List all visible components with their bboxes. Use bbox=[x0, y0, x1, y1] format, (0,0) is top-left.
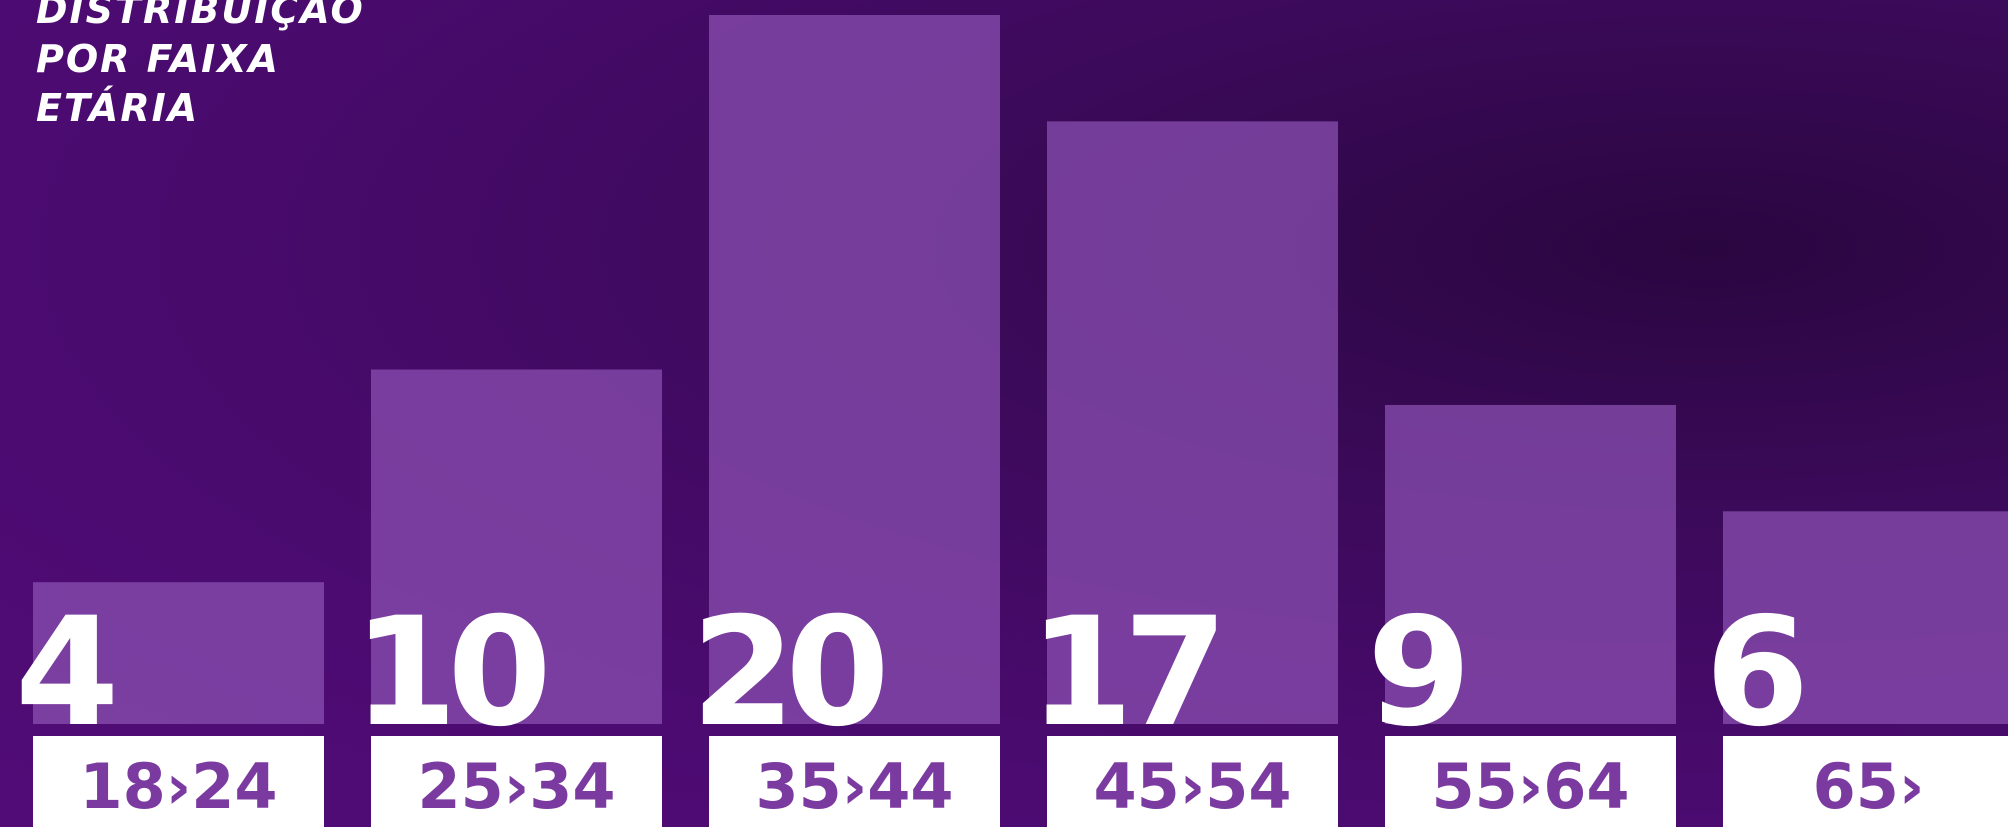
value-label: 17 bbox=[1029, 586, 1218, 760]
plot: 18›244 25›3410 35›4420 45›5417 55›649 65›6 bbox=[0, 0, 2008, 827]
x-tick-label: 18›24 bbox=[79, 750, 277, 823]
chart: DISTRIBUIÇÃO POR FAIXA ETÁRIA 18›24425›3… bbox=[0, 0, 2008, 827]
x-tick-label: 55›64 bbox=[1431, 750, 1629, 823]
x-tick-label: 25›34 bbox=[417, 750, 615, 823]
value-label: 6 bbox=[1705, 586, 1802, 760]
x-tick-label: 35›44 bbox=[755, 750, 953, 823]
x-tick-label: 45›54 bbox=[1093, 750, 1291, 823]
value-label: 20 bbox=[691, 586, 883, 760]
value-label: 9 bbox=[1367, 586, 1462, 760]
x-tick-label: 65› bbox=[1813, 750, 1925, 823]
value-label: 4 bbox=[15, 586, 113, 760]
value-label: 10 bbox=[353, 586, 545, 760]
